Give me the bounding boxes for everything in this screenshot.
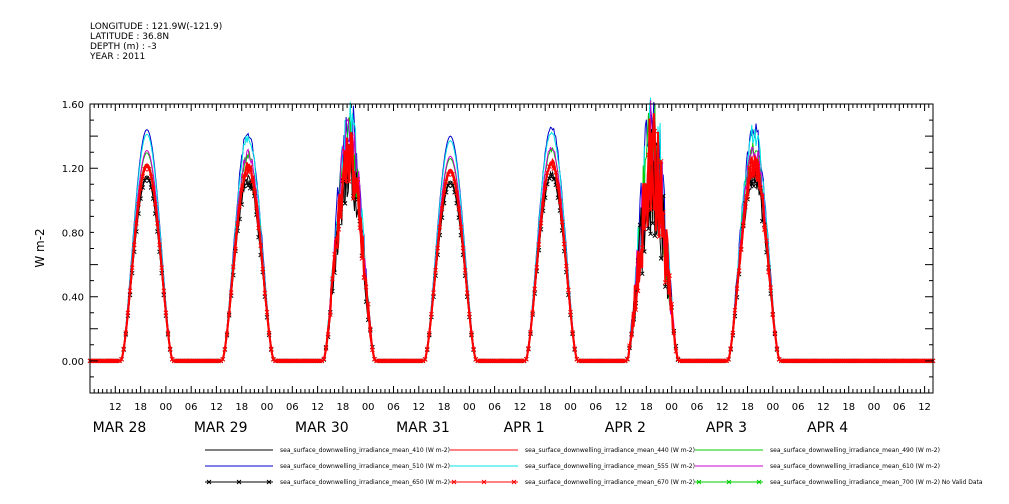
series-line: [90, 102, 933, 362]
legend-entry: sea_surface_downwelling_irradiance_mean_…: [205, 463, 450, 470]
legend-label: sea_surface_downwelling_irradiance_mean_…: [280, 479, 450, 486]
legend-marker: [756, 479, 762, 485]
x-hour-label: 12: [817, 402, 830, 413]
series-line: [90, 97, 933, 362]
legend-entry: sea_surface_downwelling_irradiance_mean_…: [205, 447, 450, 454]
x-hour-label: 06: [286, 402, 299, 413]
series-line: [90, 100, 933, 362]
y-tick-label: 1.20: [62, 164, 84, 175]
x-date-label: APR 4: [807, 420, 848, 436]
x-hour-label: 12: [210, 402, 223, 413]
y-tick-label: 0.80: [62, 228, 84, 239]
legend-label: sea_surface_downwelling_irradiance_mean_…: [525, 479, 695, 486]
x-hour-label: 06: [691, 402, 704, 413]
series-line: [90, 118, 933, 362]
y-tick-label: 1.60: [62, 100, 84, 111]
legend-entry: sea_surface_downwelling_irradiance_mean_…: [450, 463, 695, 470]
x-hour-label: 18: [235, 402, 248, 413]
series-line: [90, 128, 933, 362]
legend-marker: [451, 479, 457, 485]
x-date-label: MAR 28: [93, 420, 147, 436]
x-hour-label: 18: [640, 402, 653, 413]
x-date-label: APR 1: [504, 420, 545, 436]
legend-marker: [206, 479, 212, 485]
depth-label: DEPTH (m) : -3: [90, 42, 157, 52]
legend-label: sea_surface_downwelling_irradiance_mean_…: [525, 447, 695, 454]
legend-entry: sea_surface_downwelling_irradiance_mean_…: [450, 479, 695, 486]
x-hour-label: 00: [665, 402, 678, 413]
plot-frame: [89, 103, 934, 394]
series-line: [90, 113, 933, 362]
y-axis-label: W m-2: [33, 228, 47, 267]
x-hour-label: 00: [463, 402, 476, 413]
x-hour-label: 12: [311, 402, 324, 413]
x-hour-label: 12: [918, 402, 931, 413]
legend-label: sea_surface_downwelling_irradiance_mean_…: [770, 479, 983, 486]
y-tick-label: 0.00: [62, 357, 84, 368]
metadata-header: LONGITUDE : 121.9W(-121.9) LATITUDE : 36…: [90, 22, 222, 62]
x-hour-label: 06: [792, 402, 805, 413]
x-hour-label: 06: [387, 402, 400, 413]
series-line: [90, 130, 933, 362]
legend-marker: [481, 479, 487, 485]
longitude-label: LONGITUDE : 121.9W(-121.9): [90, 22, 223, 32]
x-hour-label: 00: [564, 402, 577, 413]
legend: sea_surface_downwelling_irradiance_mean_…: [205, 447, 983, 486]
legend-marker: [236, 479, 242, 485]
legend-label: sea_surface_downwelling_irradiance_mean_…: [280, 463, 450, 470]
x-hour-label: 12: [412, 402, 425, 413]
legend-entry: sea_surface_downwelling_irradiance_mean_…: [450, 447, 695, 454]
y-tick-marks: [90, 103, 933, 394]
year-label: YEAR : 2011: [90, 52, 146, 62]
x-hour-label: 06: [893, 402, 906, 413]
legend-label: sea_surface_downwelling_irradiance_mean_…: [280, 447, 450, 454]
x-date-label: APR 2: [605, 420, 646, 436]
latitude-label: LATITUDE : 36.8N: [90, 32, 170, 42]
x-date-label: APR 3: [706, 420, 747, 436]
legend-label: sea_surface_downwelling_irradiance_mean_…: [770, 463, 940, 470]
legend-label: sea_surface_downwelling_irradiance_mean_…: [770, 447, 940, 454]
x-hour-label: 06: [185, 402, 198, 413]
x-hour-label: 00: [261, 402, 274, 413]
legend-marker: [696, 479, 702, 485]
x-hour-label: 18: [539, 402, 552, 413]
legend-entry: sea_surface_downwelling_irradiance_mean_…: [695, 463, 940, 470]
legend-marker: [726, 479, 732, 485]
x-hour-label: 18: [337, 402, 350, 413]
x-hour-label: 12: [109, 402, 122, 413]
x-hour-label: 18: [134, 402, 147, 413]
x-hour-label: 00: [160, 402, 173, 413]
x-hour-label: 18: [842, 402, 855, 413]
x-hour-label: 12: [615, 402, 628, 413]
x-hour-label: 00: [868, 402, 881, 413]
series-markers: [87, 141, 936, 364]
x-hour-label: 12: [716, 402, 729, 413]
axis-ticks: [89, 104, 934, 393]
x-date-label: MAR 30: [295, 420, 349, 436]
legend-marker: [266, 479, 272, 485]
x-hour-label: 00: [766, 402, 779, 413]
legend-marker: [511, 479, 517, 485]
series-markers: [87, 128, 936, 364]
legend-entry: sea_surface_downwelling_irradiance_mean_…: [695, 447, 940, 454]
x-tick-marks: [89, 104, 934, 393]
x-hour-label: 12: [514, 402, 527, 413]
y-axis: 0.00 0.40 0.80 1.20 1.60: [62, 100, 933, 394]
x-date-label: MAR 29: [194, 420, 248, 436]
series-line: [90, 105, 933, 362]
x-axis: 12 18 00 06 12 18 00 06 12 18 00 06 12 18 00 06 12 18 00 06…: [93, 402, 931, 436]
x-hour-label: 06: [488, 402, 501, 413]
y-tick-label: 0.40: [62, 293, 84, 304]
series-layer: [87, 97, 936, 364]
x-hour-label: 18: [741, 402, 754, 413]
x-date-label: MAR 31: [396, 420, 450, 436]
x-hour-label: 00: [362, 402, 375, 413]
x-hour-label: 06: [589, 402, 602, 413]
legend-entry: sea_surface_downwelling_irradiance_mean_…: [695, 479, 983, 486]
x-hour-label: 18: [438, 402, 451, 413]
legend-entry: sea_surface_downwelling_irradiance_mean_…: [205, 479, 450, 486]
legend-label: sea_surface_downwelling_irradiance_mean_…: [525, 463, 695, 470]
